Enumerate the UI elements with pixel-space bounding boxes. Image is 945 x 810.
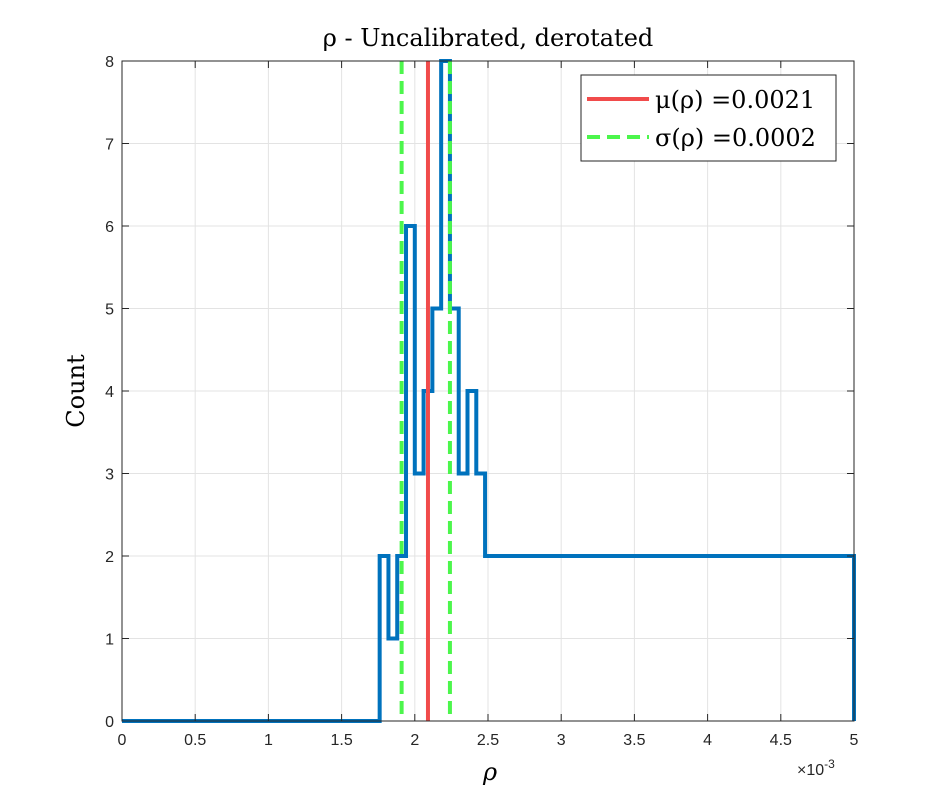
x-tick-label: 0.5 (184, 732, 206, 749)
y-tick-label: 6 (105, 219, 114, 236)
x-tick-label: 2.5 (477, 732, 499, 749)
y-tick-label: 1 (105, 632, 114, 649)
x-exponent-base: ×10 (797, 762, 824, 779)
y-tick-label: 0 (105, 714, 114, 731)
y-tick-label: 4 (105, 384, 114, 401)
x-axis-label: ρ (482, 758, 497, 786)
y-tick-label: 8 (105, 54, 114, 71)
x-tick-label: 5 (850, 732, 859, 749)
reference-lines (399, 61, 452, 721)
x-tick-label: 3 (557, 732, 566, 749)
y-tick-label: 3 (105, 467, 114, 484)
y-tick-label: 2 (105, 549, 114, 566)
legend-box (580, 74, 837, 162)
x-tick-label: 3.5 (623, 732, 645, 749)
histogram-series (122, 59, 856, 723)
legend-mean-label: μ(ρ) =0.0021 (655, 86, 815, 114)
legend-std-label: σ(ρ) =0.0002 (655, 124, 816, 152)
y-axis-label: Count (62, 354, 90, 428)
x-tick-label: 1.5 (330, 732, 352, 749)
x-exponent-value: -3 (824, 757, 835, 771)
legend: μ(ρ) =0.0021 σ(ρ) =0.0002 (580, 74, 837, 162)
x-tick-label: 1 (264, 732, 273, 749)
axis-ticks: 0 0.5 1 1.5 2 2.5 3 3.5 4 4.5 5 0 1 2 3 4 5 6 7 8 (105, 54, 858, 749)
x-tick-label: 4.5 (770, 732, 792, 749)
chart-title: ρ - Uncalibrated, derotated (323, 24, 654, 52)
y-tick-label: 7 (105, 137, 114, 154)
x-tick-label: 0 (118, 732, 127, 749)
x-exponent-label: ×10-3 (797, 757, 835, 779)
x-tick-label: 4 (703, 732, 712, 749)
y-tick-label: 5 (105, 302, 114, 319)
histogram-outline (122, 59, 856, 723)
x-tick-label: 2 (410, 732, 419, 749)
